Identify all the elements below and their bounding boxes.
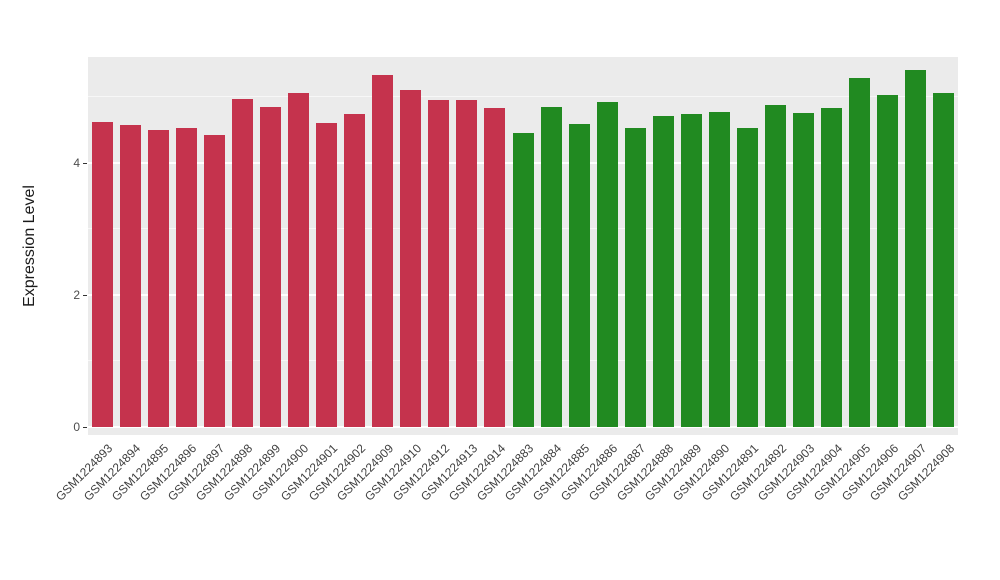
bar-GSM1224889 [681,114,702,427]
y-axis-title: Expression Level [21,185,38,307]
bar-GSM1224897 [204,135,225,427]
bar-GSM1224896 [176,128,197,427]
bar-GSM1224902 [344,114,365,427]
bar-GSM1224901 [316,123,337,427]
bar-GSM1224905 [849,78,870,427]
y-tick-mark [83,427,87,428]
bar-GSM1224900 [288,93,309,427]
bar-GSM1224907 [905,70,926,427]
bar-GSM1224885 [569,124,590,427]
bar-GSM1224884 [541,107,562,427]
y-tick-mark [83,162,87,164]
bar-GSM1224894 [120,125,141,427]
y-tick-mark [83,294,87,296]
bar-GSM1224908 [933,93,954,427]
bar-GSM1224893 [92,122,113,427]
bar-GSM1224888 [653,116,674,427]
y-tick-label: 0 [73,420,80,434]
plot-panel [88,57,958,435]
y-tick-label: 4 [73,155,80,170]
bar-GSM1224913 [456,100,477,427]
bar-GSM1224883 [513,133,534,427]
bar-GSM1224895 [148,130,169,427]
bar-GSM1224903 [793,113,814,427]
major-gridline [88,426,958,428]
bar-GSM1224909 [372,75,393,427]
bar-GSM1224899 [260,107,281,427]
bar-GSM1224887 [625,128,646,427]
bar-GSM1224891 [737,128,758,427]
y-tick-label: 2 [73,287,80,302]
bar-GSM1224904 [821,108,842,427]
bar-GSM1224892 [765,105,786,427]
bar-GSM1224890 [709,112,730,427]
bar-GSM1224886 [597,102,618,427]
bar-GSM1224912 [428,100,449,427]
minor-gridline [88,96,958,98]
bar-GSM1224898 [232,99,253,427]
bar-GSM1224914 [484,108,505,427]
bar-GSM1224910 [400,90,421,427]
bar-GSM1224906 [877,95,898,427]
